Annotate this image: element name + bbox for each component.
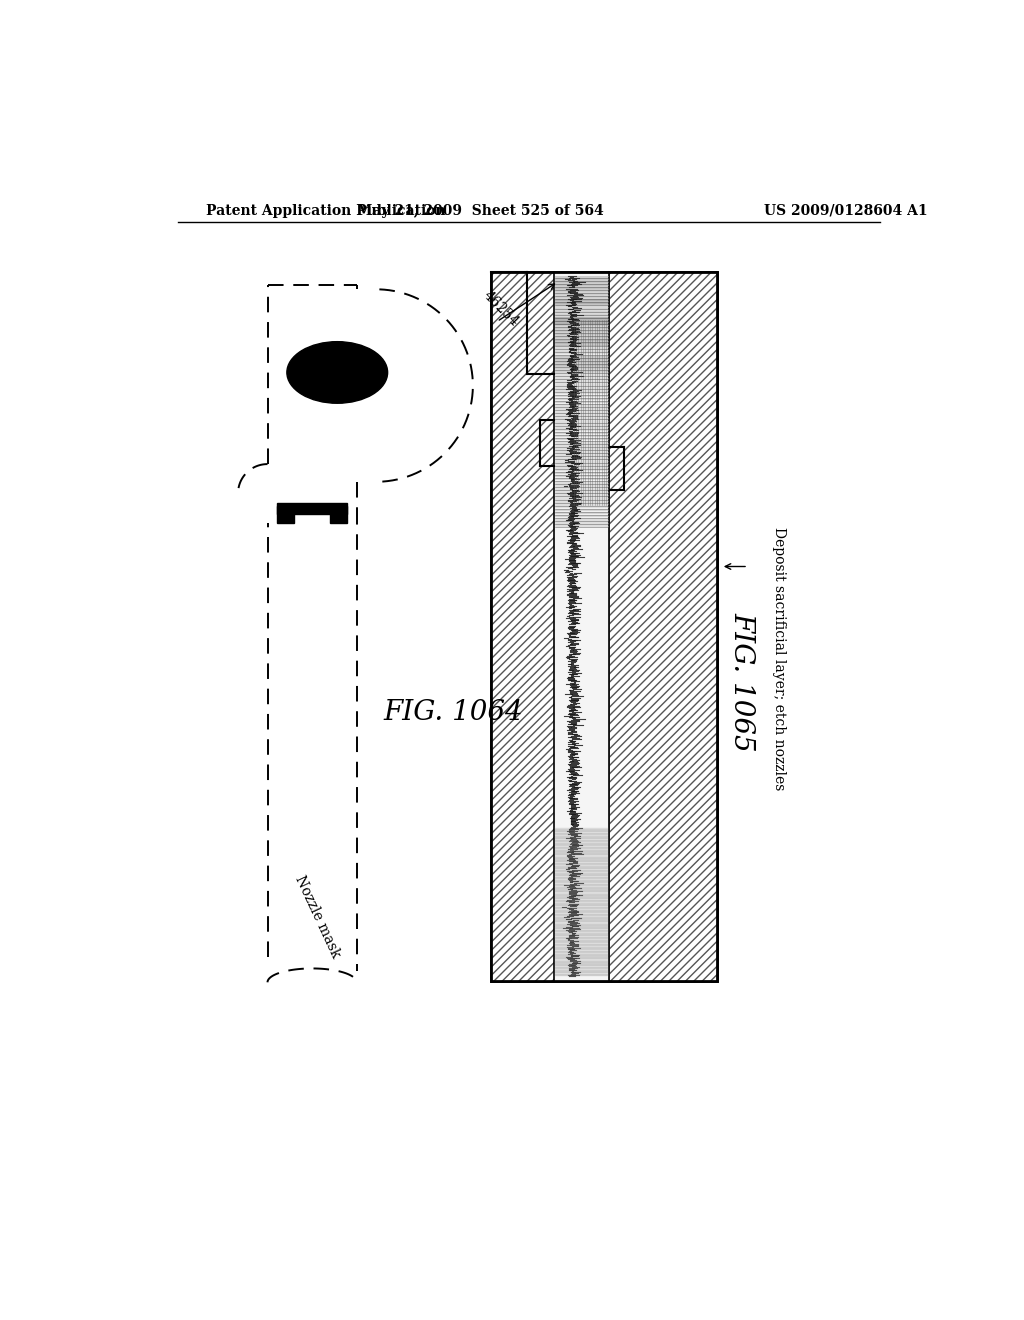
Bar: [608, 447, 624, 490]
Bar: [330, 506, 347, 523]
Bar: [527, 272, 554, 374]
Text: Nozzle mask: Nozzle mask: [293, 874, 343, 961]
Bar: [555, 317, 607, 325]
Bar: [555, 300, 607, 305]
Bar: [555, 325, 607, 341]
Bar: [555, 290, 607, 300]
Bar: [490, 272, 554, 981]
Bar: [608, 447, 624, 490]
Text: Patent Application Publication: Patent Application Publication: [206, 203, 445, 218]
Bar: [554, 272, 608, 981]
Text: US 2009/0128604 A1: US 2009/0128604 A1: [764, 203, 927, 218]
Bar: [555, 276, 607, 290]
Bar: [555, 305, 607, 317]
Bar: [527, 272, 554, 374]
Bar: [555, 355, 607, 367]
Bar: [541, 420, 554, 466]
Bar: [278, 503, 347, 515]
Bar: [278, 506, 294, 523]
Text: FIG. 1064: FIG. 1064: [384, 700, 523, 726]
Bar: [541, 420, 554, 466]
Bar: [608, 272, 717, 981]
Bar: [608, 272, 717, 981]
Bar: [490, 272, 717, 981]
Bar: [490, 272, 554, 981]
Bar: [555, 346, 607, 355]
Text: Deposit sacrificial layer; etch nozzles: Deposit sacrificial layer; etch nozzles: [772, 527, 786, 791]
Text: 46254: 46254: [480, 288, 521, 329]
Bar: [490, 272, 717, 981]
Text: FIG. 1065: FIG. 1065: [729, 612, 756, 752]
Text: May 21, 2009  Sheet 525 of 564: May 21, 2009 Sheet 525 of 564: [357, 203, 604, 218]
Ellipse shape: [287, 342, 388, 404]
Bar: [555, 341, 607, 346]
Bar: [555, 367, 607, 374]
